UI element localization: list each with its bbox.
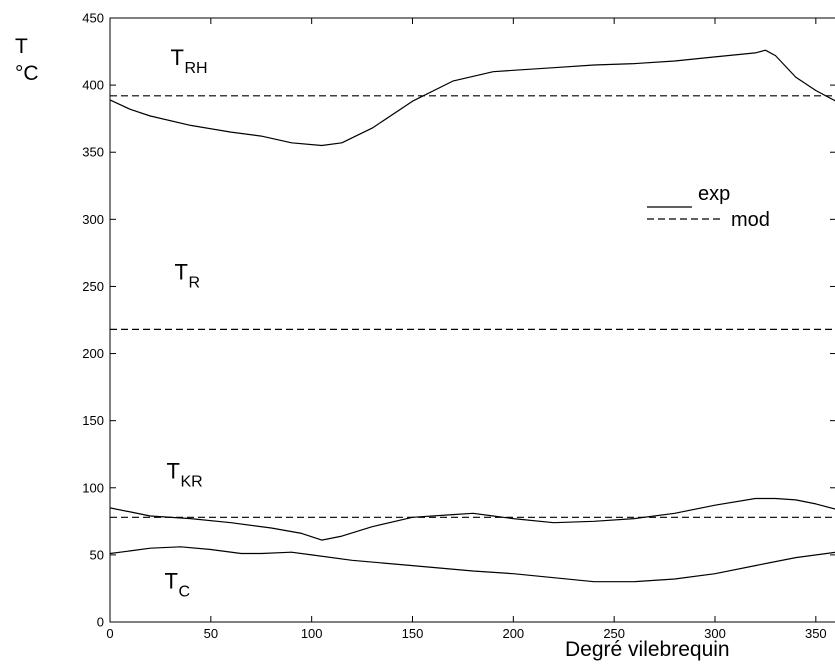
legend: exp mod [647, 183, 770, 231]
y-tick-label: 400 [82, 78, 104, 93]
exp-series-line-2 [109, 546, 835, 583]
annotation-TR: T [175, 260, 188, 285]
plot-frame [109, 17, 835, 623]
y-tick-label: 200 [82, 346, 104, 361]
x-tick-label: 300 [704, 626, 726, 641]
legend-label-exp: exp [698, 183, 730, 205]
y-axis-title-line-1: T [15, 35, 28, 58]
y-tick-label: 0 [97, 615, 104, 630]
x-tick-label: 150 [402, 626, 424, 641]
annotation-TRH: T [171, 45, 184, 70]
x-tick-label: 50 [204, 626, 218, 641]
y-tick-label: 50 [90, 547, 104, 562]
x-tick-label: 100 [301, 626, 323, 641]
exp-series-line-1 [109, 497, 835, 541]
series-layer [109, 49, 835, 583]
annotation-TC: T [164, 568, 177, 593]
exp-series-line-0 [109, 49, 835, 147]
annotation-TKR: T [166, 458, 179, 483]
x-tick-label: 250 [603, 626, 625, 641]
annotation-subscript-R: R [189, 275, 201, 292]
x-tick-label: 200 [502, 626, 524, 641]
y-tick-label: 150 [82, 413, 104, 428]
annotations: T RHT RT KRT C [164, 45, 207, 600]
annotation-subscript-C: C [178, 583, 190, 600]
y-axis-title: T °C [15, 35, 39, 85]
y-tick-label: 450 [82, 11, 104, 26]
x-tick-label: 350 [805, 626, 827, 641]
y-tick-label: 250 [82, 279, 104, 294]
y-axis-title-line-2: °C [15, 62, 39, 85]
y-axis: 0 50 100 150 200 250 300 350 400 450 [82, 11, 835, 630]
y-tick-label: 350 [82, 145, 104, 160]
legend-label-mod: mod [731, 209, 770, 231]
annotation-subscript-KR: KR [180, 473, 202, 490]
x-axis: 0 50 100 150 200 250 300 350 [106, 18, 827, 641]
y-tick-label: 300 [82, 212, 104, 227]
x-axis-title: Degré vilebrequin [565, 638, 730, 661]
x-tick-label: 0 [106, 626, 113, 641]
annotation-subscript-RH: RH [185, 60, 208, 77]
y-tick-label: 100 [82, 480, 104, 495]
